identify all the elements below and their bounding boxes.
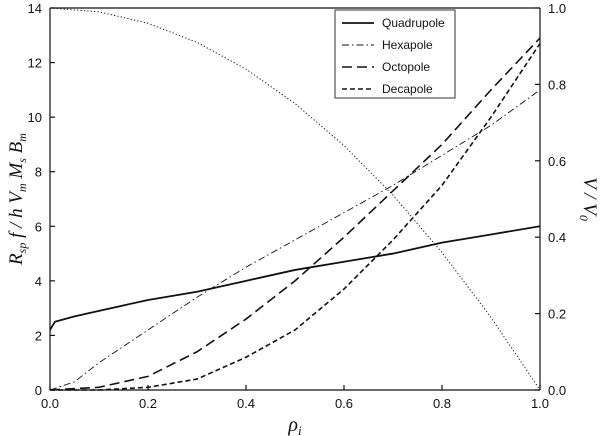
y-left-tick-label: 2 (35, 328, 42, 343)
y-right-tick-label: 1.0 (548, 1, 566, 16)
series-line-v-ratio (49, 7, 541, 391)
legend-box (334, 9, 456, 99)
y-left-axis-title: Rsp f / h Vm Ms Bm (6, 133, 29, 266)
y-left-tick-label: 0 (35, 383, 42, 398)
y-right-tick-label: 0.6 (548, 154, 566, 169)
x-ticks: 0.0 0.2 0.4 0.6 0.8 1.0 (41, 385, 549, 411)
series-line-quadrupole (49, 225, 541, 331)
legend: Quadrupole Hexapole Octopole Decapole (334, 9, 456, 99)
y-left-tick-label: 8 (35, 165, 42, 180)
x-tick-label: 0.6 (335, 396, 353, 411)
x-tick-label: 0.0 (41, 396, 59, 411)
y-right-tick-label: 0.8 (548, 77, 566, 92)
legend-label-hexapole: Hexapole (382, 38, 433, 52)
series-line-octopole (49, 37, 541, 391)
y-left-tick-label: 14 (28, 1, 42, 16)
x-tick-label: 1.0 (531, 396, 549, 411)
y-right-tick-label: 0.4 (548, 230, 566, 245)
x-tick-label: 0.2 (139, 396, 157, 411)
y-left-tick-label: 10 (28, 110, 42, 125)
x-tick-label: 0.4 (237, 396, 255, 411)
series-line-hexapole (49, 89, 541, 391)
series-group (49, 7, 541, 391)
y-left-tick-label: 4 (35, 274, 42, 289)
y-right-tick-label: 0.0 (548, 383, 566, 398)
legend-label-decapole: Decapole (382, 82, 433, 96)
y-left-tick-label: 6 (35, 219, 42, 234)
y-left-tick-label: 12 (28, 56, 42, 71)
y-right-ticks: 0.0 0.2 0.4 0.6 0.8 1.0 (535, 1, 566, 398)
y-right-axis-title: V / V0 (577, 177, 600, 221)
series-line-decapole (50, 43, 541, 391)
x-axis-title: ρi (287, 414, 302, 436)
legend-label-octopole: Octopole (382, 60, 430, 74)
plot-frame (49, 7, 541, 391)
y-left-ticks: 0 2 4 6 8 10 12 14 (28, 1, 55, 398)
x-tick-label: 0.8 (433, 396, 451, 411)
y-right-tick-label: 0.2 (548, 307, 566, 322)
legend-label-quadrupole: Quadrupole (382, 16, 445, 30)
